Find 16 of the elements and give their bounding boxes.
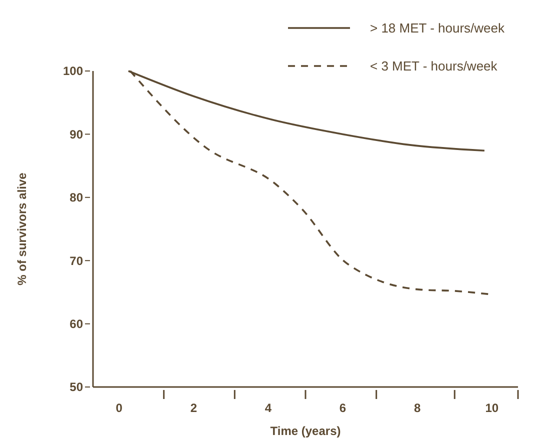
y-tick-label: 90 bbox=[70, 127, 84, 142]
x-tick-label: 0 bbox=[116, 401, 123, 415]
x-tick-label: 10 bbox=[485, 401, 499, 415]
x-tick-label: 4 bbox=[264, 401, 272, 415]
x-tick-label: 2 bbox=[190, 401, 198, 415]
y-tick-label: 60 bbox=[70, 317, 84, 331]
y-tick-label: 80 bbox=[70, 190, 84, 205]
y-axis-title: % of survivors alive bbox=[15, 172, 29, 286]
x-tick-label: 8 bbox=[414, 401, 421, 415]
x-tick-label: 6 bbox=[339, 401, 346, 415]
y-tick-label: 100 bbox=[62, 64, 84, 78]
legend-label: < 3 MET - hours/week bbox=[370, 58, 498, 74]
y-tick-label: 50 bbox=[70, 380, 84, 394]
legend-label: > 18 MET - hours/week bbox=[370, 20, 506, 36]
x-axis-title: Time (years) bbox=[270, 424, 341, 438]
y-tick-label: 70 bbox=[70, 254, 84, 268]
